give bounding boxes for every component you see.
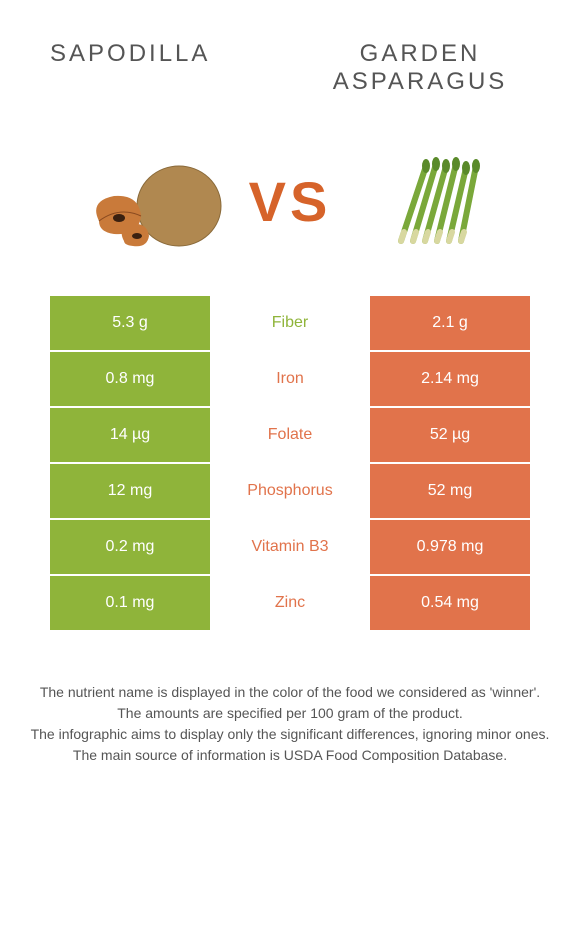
vs-row: VS [0,126,580,296]
nutrient-label: Folate [210,408,370,462]
value-right: 2.1 g [370,296,530,350]
nutrient-label: Iron [210,352,370,406]
nutrient-table: 5.3 gFiber2.1 g0.8 mgIron2.14 mg14 µgFol… [50,296,530,632]
table-row: 0.8 mgIron2.14 mg [50,352,530,408]
table-row: 14 µgFolate52 µg [50,408,530,464]
table-row: 12 mgPhosphorus52 mg [50,464,530,520]
title-left: SAPODILLA [50,40,210,96]
footer-line: The amounts are specified per 100 gram o… [30,703,550,724]
table-row: 0.1 mgZinc0.54 mg [50,576,530,632]
value-left: 14 µg [50,408,210,462]
nutrient-label: Vitamin B3 [210,520,370,574]
nutrient-label: Zinc [210,576,370,630]
value-left: 5.3 g [50,296,210,350]
table-row: 5.3 gFiber2.1 g [50,296,530,352]
value-right: 2.14 mg [370,352,530,406]
vs-label: VS [249,169,332,234]
value-left: 0.1 mg [50,576,210,630]
header: SAPODILLA GARDEN ASPARAGUS [0,0,580,126]
value-left: 12 mg [50,464,210,518]
sapodilla-image [69,146,229,256]
title-right: GARDEN ASPARAGUS [310,40,530,96]
value-right: 52 µg [370,408,530,462]
value-left: 0.8 mg [50,352,210,406]
footer-line: The nutrient name is displayed in the co… [30,682,550,703]
table-row: 0.2 mgVitamin B30.978 mg [50,520,530,576]
footer-line: The infographic aims to display only the… [30,724,550,745]
nutrient-label: Fiber [210,296,370,350]
value-right: 0.54 mg [370,576,530,630]
value-left: 0.2 mg [50,520,210,574]
nutrient-label: Phosphorus [210,464,370,518]
footer-line: The main source of information is USDA F… [30,745,550,766]
footer: The nutrient name is displayed in the co… [0,632,580,766]
value-right: 0.978 mg [370,520,530,574]
value-right: 52 mg [370,464,530,518]
asparagus-image [351,146,511,256]
